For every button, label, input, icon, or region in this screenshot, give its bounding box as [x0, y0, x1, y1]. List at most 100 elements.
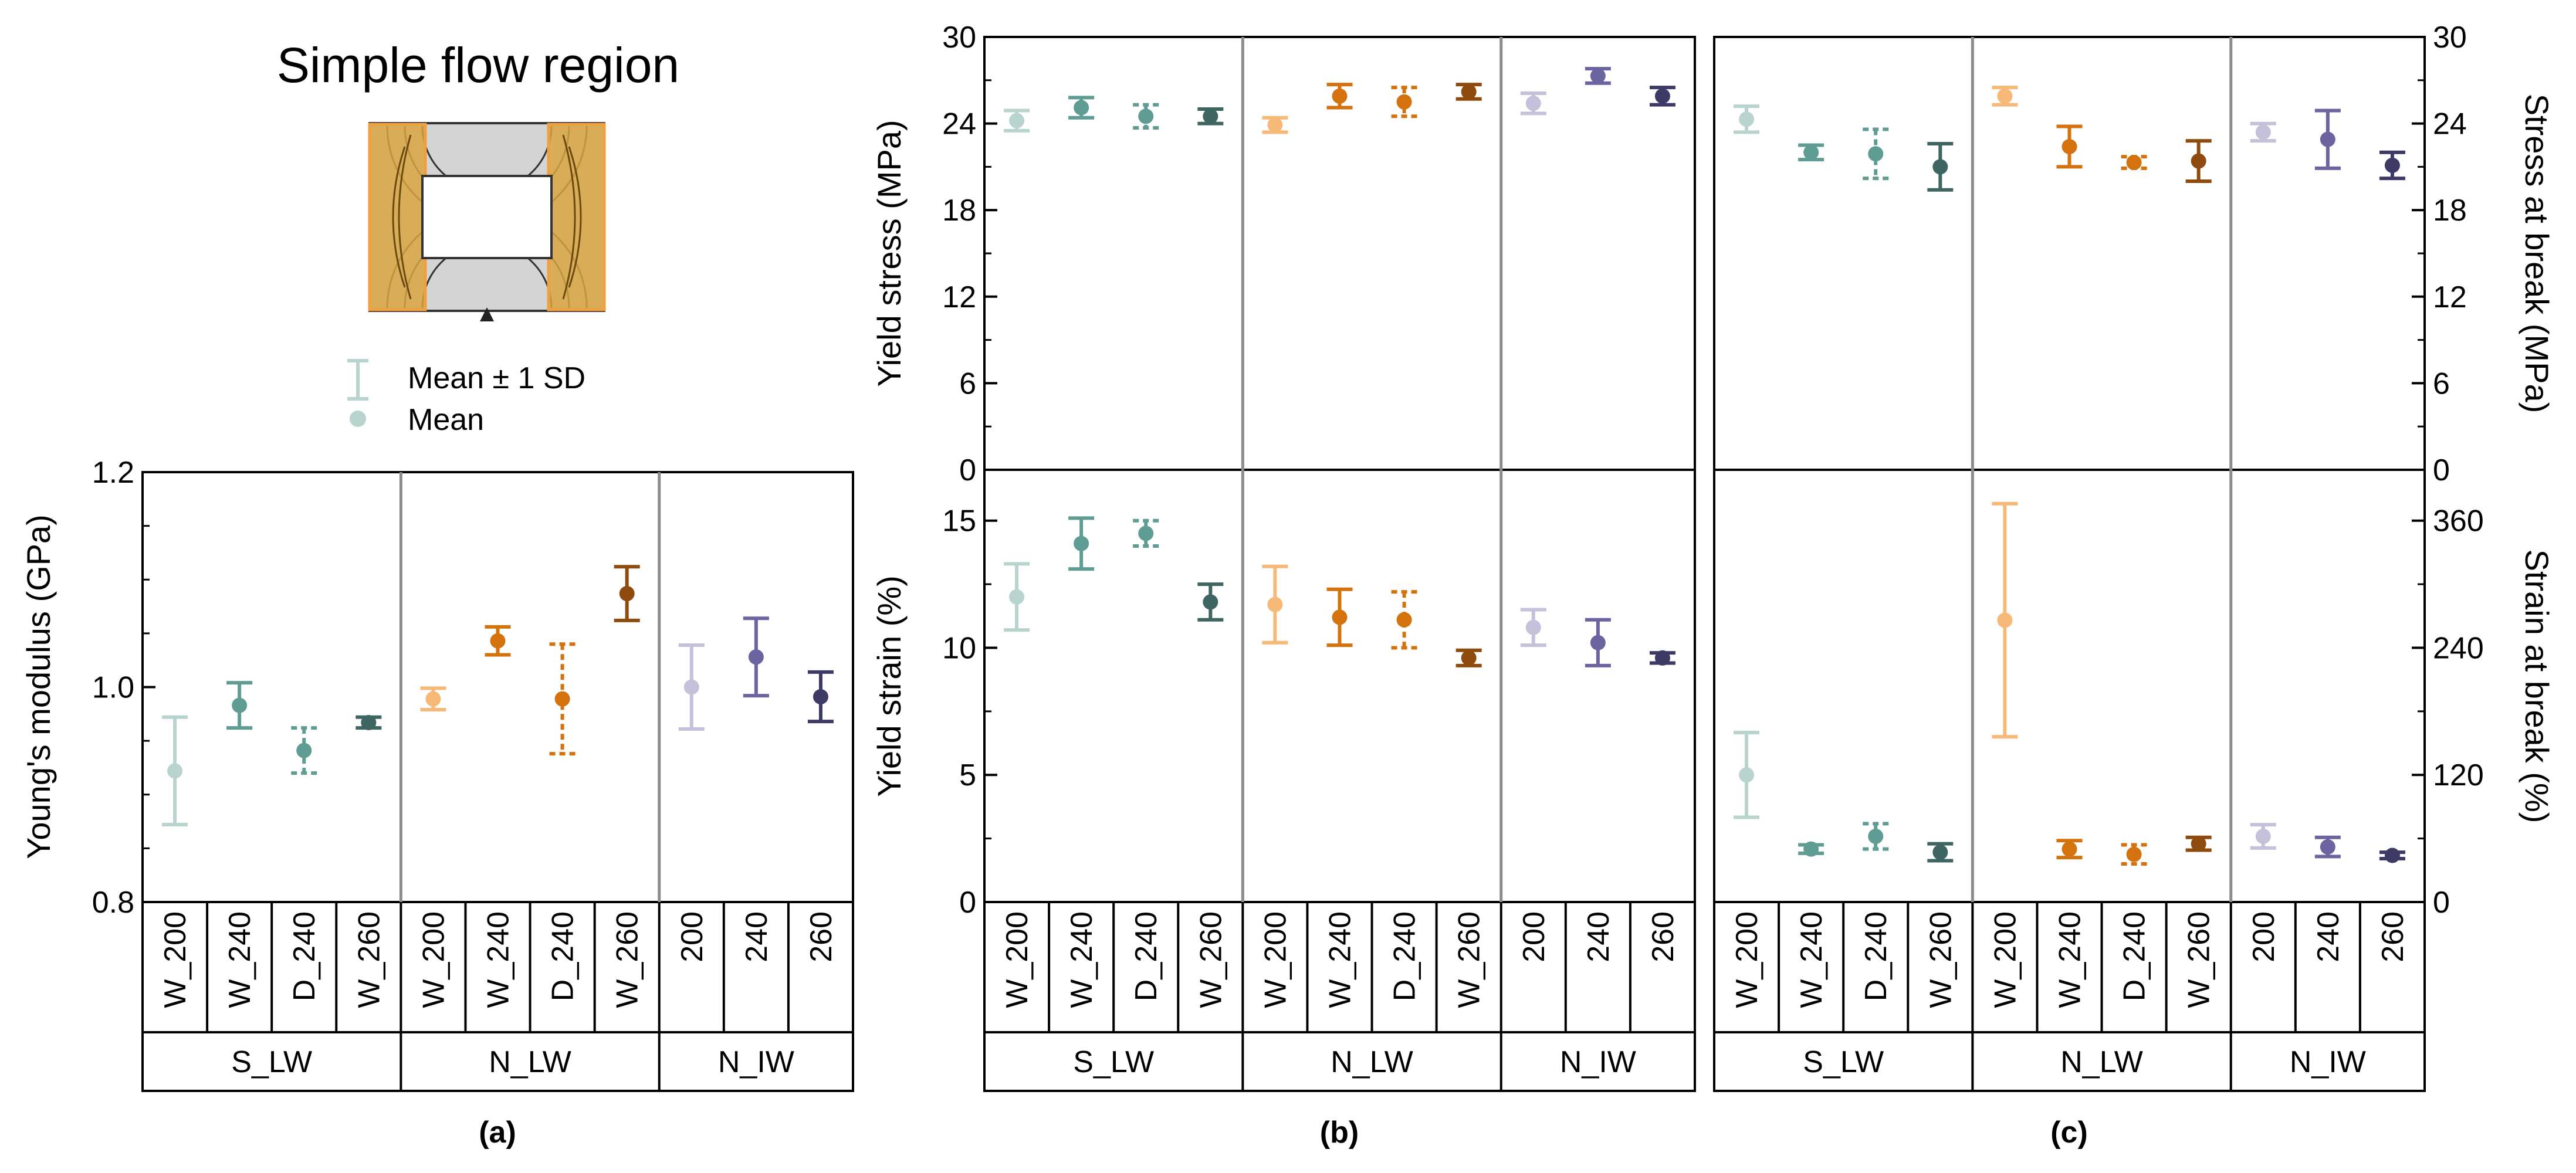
mean-marker [1932, 845, 1948, 860]
flow-region-schematic [368, 122, 606, 321]
table-frame [141, 901, 854, 1092]
tick-label: 12 [2433, 280, 2467, 314]
plot-frame [983, 469, 1696, 903]
category-table-a: W_200 W_240 D_240 W_260 W_200 W_240 D_240 W_260… [141, 901, 854, 1092]
mean-marker [2126, 846, 2142, 862]
mean-marker [425, 691, 441, 707]
category-label: D_240 [287, 911, 321, 1001]
mean-marker [683, 679, 699, 695]
plot-frame [141, 471, 854, 903]
table-frame [1713, 901, 2426, 1092]
category-label: D_240 [1388, 911, 1422, 1001]
tick-label: 120 [2433, 758, 2484, 792]
tick-label: 360 [2433, 504, 2484, 538]
mean-marker [1654, 650, 1670, 666]
mean-marker [1009, 113, 1025, 128]
tick-label: 0 [959, 886, 976, 920]
mean-marker [2062, 138, 2077, 154]
tick-label: 5 [959, 758, 976, 792]
mean-marker [1590, 68, 1606, 84]
mean-marker [1868, 146, 1884, 162]
mean-marker [1138, 109, 1154, 124]
legend-sd-label: Mean ± 1 SD [408, 361, 585, 395]
mean-marker [2191, 836, 2206, 852]
panel-c-stress-at-break [1713, 36, 2426, 471]
mean-marker [1461, 650, 1477, 666]
mean-marker [1074, 535, 1089, 551]
table-frame [983, 901, 1696, 1092]
mean-marker [554, 691, 570, 707]
tick-label: 240 [2433, 631, 2484, 665]
mean-marker [1267, 596, 1283, 612]
mean-marker [1009, 589, 1025, 605]
panel-label-a: (a) [479, 1116, 516, 1150]
mean-marker [2255, 829, 2271, 845]
plot-b-bottom: 0 5 10 15 [942, 470, 1675, 920]
group-label: N_IW [718, 1045, 794, 1079]
mean-marker [1803, 144, 1819, 160]
mean-marker [232, 697, 248, 713]
mean-marker [1739, 767, 1755, 783]
category-label: 260 [804, 911, 838, 962]
category-label: W_260 [352, 911, 386, 1008]
group-label: S_LW [1803, 1045, 1884, 1079]
category-label: 200 [1517, 911, 1551, 962]
mean-marker [1074, 100, 1089, 116]
mean-marker [2191, 153, 2206, 169]
y-axis-title-young-modulus: Young's modulus (GPa) [20, 514, 57, 859]
y-axis-title-yield-strain: Yield strain (%) [871, 575, 908, 797]
mean-marker [748, 649, 764, 665]
category-label: D_240 [546, 911, 580, 1001]
category-label: W_240 [1323, 911, 1358, 1008]
mean-marker [619, 586, 635, 602]
legend: Mean ± 1 SD Mean [347, 359, 585, 437]
legend-mean-label: Mean [408, 403, 484, 437]
category-label: D_240 [2118, 911, 2152, 1001]
category-label: 200 [2247, 911, 2281, 962]
mean-marker [167, 763, 183, 779]
tick-label: 10 [942, 631, 976, 665]
group-label: N_IW [1560, 1045, 1636, 1079]
group-label: N_IW [2290, 1045, 2366, 1079]
panel-label-b: (b) [1320, 1116, 1359, 1150]
category-label: W_200 [1258, 911, 1292, 1008]
flow-region-right-zone [547, 123, 606, 311]
mean-marker [1396, 612, 1412, 628]
category-label: W_240 [482, 911, 516, 1008]
tick-label: 6 [959, 367, 976, 401]
mean-marker [1803, 841, 1819, 857]
tick-label: 15 [942, 504, 976, 538]
mean-marker [1332, 88, 1348, 104]
mean-marker [1203, 594, 1218, 610]
mean-marker [2384, 847, 2400, 863]
mean-marker [1525, 96, 1541, 111]
category-label: W_200 [1730, 911, 1764, 1008]
mean-marker [1739, 111, 1755, 127]
category-label: W_260 [1924, 911, 1958, 1008]
y-axis-title-yield-stress: Yield stress (MPa) [871, 120, 908, 387]
tick-label: 30 [942, 21, 976, 55]
group-label: N_LW [2060, 1045, 2143, 1079]
category-label: W_260 [1453, 911, 1487, 1008]
tick-label: 0 [2433, 886, 2450, 920]
mean-marker [2255, 124, 2271, 140]
category-label: W_260 [2182, 911, 2216, 1008]
mean-marker [490, 633, 506, 649]
category-label: D_240 [1129, 911, 1163, 1001]
flow-region-left-zone [368, 123, 427, 311]
mean-marker [2126, 155, 2142, 171]
tick-label: 0 [959, 453, 976, 487]
category-label: W_200 [158, 911, 192, 1008]
category-label: 240 [740, 911, 774, 962]
group-label: N_LW [489, 1045, 571, 1079]
category-label: 240 [2311, 911, 2345, 962]
mean-marker [1868, 829, 1884, 845]
y-axis-title-strain-at-break: Strain at break (%) [2519, 550, 2555, 823]
error-bar [1391, 590, 1417, 650]
tick-label: 24 [942, 107, 976, 141]
flow-region-window [421, 175, 553, 259]
mean-marker [1138, 526, 1154, 541]
mean-marker [1654, 88, 1670, 104]
tick-label: 0.8 [92, 886, 134, 920]
